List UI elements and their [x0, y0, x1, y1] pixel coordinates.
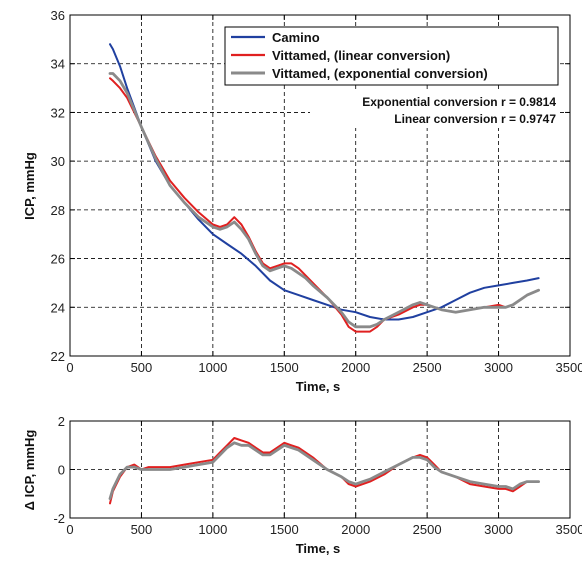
main-x-tick-label: 2500 [413, 360, 442, 375]
delta-series-line-0 [109, 437, 540, 505]
main-x-tick-label: 1000 [198, 360, 227, 375]
delta-y-axis-label: Δ ICP, mmHg [22, 430, 37, 511]
annotation-linear-r: Linear conversion r = 0.9747 [394, 112, 556, 126]
main-axis-ticks: 0 500 1000 1500 2000 2500 3000 3500 22 24 26 28 30 32… [51, 8, 582, 375]
main-y-tick-label: 36 [51, 8, 65, 23]
main-y-tick-label: 32 [51, 105, 65, 120]
main-y-tick-label: 28 [51, 203, 65, 218]
delta-x-tick-label: 1000 [198, 522, 227, 537]
delta-y-tick-label: 2 [58, 414, 65, 429]
main-x-tick-label: 0 [66, 360, 73, 375]
delta-y-tick-label: -2 [53, 511, 65, 526]
main-series-line-2 [108, 72, 540, 329]
main-y-axis-label: ICP, mmHg [22, 152, 37, 220]
delta-icp-plot: 0 500 1000 1500 2000 2500 3000 3500-202 Time, s… [22, 414, 582, 556]
legend-box [224, 26, 559, 86]
main-y-tick-label: 24 [51, 300, 65, 315]
delta-x-tick-label: 2000 [341, 522, 370, 537]
main-y-tick-label: 22 [51, 349, 65, 364]
delta-x-tick-label: 1500 [270, 522, 299, 537]
delta-x-axis-label: Time, s [296, 541, 341, 556]
delta-grid [70, 421, 570, 518]
main-x-tick-label: 3500 [556, 360, 582, 375]
delta-x-tick-label: 3000 [484, 522, 513, 537]
delta-x-tick-label: 500 [131, 522, 153, 537]
delta-series-line-1 [108, 441, 540, 501]
legend: Camino Vittamed, (linear conversion) Vit… [224, 26, 559, 86]
legend-label-exponential: Vittamed, (exponential conversion) [272, 66, 488, 81]
main-x-tick-label: 500 [131, 360, 153, 375]
delta-x-tick-label: 3500 [556, 522, 582, 537]
main-series-lines [108, 43, 540, 333]
annotation-exponential-r: Exponential conversion r = 0.9814 [362, 95, 556, 109]
main-y-tick-label: 26 [51, 252, 65, 267]
main-plot-frame [69, 14, 571, 357]
legend-label-linear: Vittamed, (linear conversion) [272, 48, 450, 63]
icp-main-plot: 0 500 1000 1500 2000 2500 3000 3500 22 24 26 28 30 32… [22, 8, 582, 394]
annotation-backdrop [310, 92, 560, 128]
legend-label-camino: Camino [272, 30, 320, 45]
main-x-axis-label: Time, s [296, 379, 341, 394]
delta-x-tick-label: 0 [66, 522, 73, 537]
delta-series-lines [108, 437, 540, 505]
main-x-tick-label: 2000 [341, 360, 370, 375]
main-x-tick-label: 1500 [270, 360, 299, 375]
main-x-tick-label: 3000 [484, 360, 513, 375]
delta-axis-ticks: 0 500 1000 1500 2000 2500 3000 3500-202 [53, 414, 582, 537]
delta-x-tick-label: 2500 [413, 522, 442, 537]
delta-y-tick-label: 0 [58, 463, 65, 478]
main-y-tick-label: 34 [51, 57, 65, 72]
main-y-tick-label: 30 [51, 154, 65, 169]
